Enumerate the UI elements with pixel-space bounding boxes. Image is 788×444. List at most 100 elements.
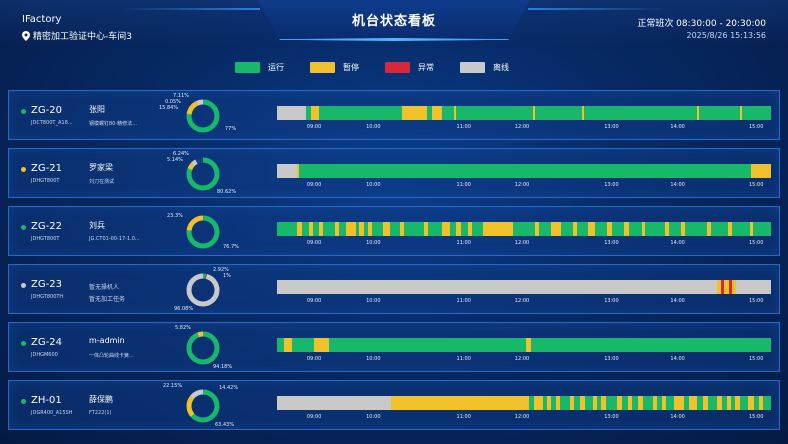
operator-name: m-admin bbox=[89, 336, 125, 345]
timeline-segment bbox=[731, 280, 736, 294]
percent-label: 5.82% bbox=[175, 325, 191, 331]
status-timeline[interactable] bbox=[277, 396, 771, 410]
donut-slice bbox=[186, 331, 220, 365]
timeline-segment bbox=[532, 106, 535, 120]
timeline-segment bbox=[645, 222, 666, 236]
time-tick-label: 14:00 bbox=[670, 414, 685, 420]
current-datetime: 2025/8/26 15:13:56 bbox=[686, 31, 767, 40]
timeline-segment bbox=[299, 164, 752, 178]
machine-name: ZG-23 bbox=[31, 279, 62, 290]
time-tick-label: 11:00 bbox=[456, 356, 471, 362]
timeline-segment bbox=[707, 222, 712, 236]
time-tick-label: 14:00 bbox=[670, 298, 685, 304]
machine-row[interactable]: ZH-01 JDGR400_A15SH 薛保鹏 FT222(1) 22.15% … bbox=[8, 380, 780, 430]
donut-slice bbox=[186, 273, 220, 307]
machine-model: JDHGT800T bbox=[31, 236, 60, 242]
percent-label: 6.24% bbox=[173, 151, 189, 157]
timeline-segment bbox=[681, 222, 686, 236]
timeline-segment bbox=[372, 222, 383, 236]
time-tick-label: 14:00 bbox=[670, 124, 685, 130]
timeline-segment bbox=[346, 222, 356, 236]
timeline-segment bbox=[322, 222, 335, 236]
time-tick-label: 10:00 bbox=[366, 182, 381, 188]
time-tick-label: 09:00 bbox=[306, 414, 322, 420]
percent-label: 2.92% bbox=[213, 267, 229, 273]
donut-slice bbox=[186, 389, 220, 423]
timeline-segment bbox=[338, 222, 347, 236]
timeline-segment bbox=[456, 106, 533, 120]
status-donut-chart bbox=[186, 157, 220, 191]
timeline-segment bbox=[607, 222, 613, 236]
status-timeline[interactable] bbox=[277, 222, 771, 236]
timeline-segment bbox=[707, 396, 717, 410]
timeline-segment bbox=[391, 396, 529, 410]
time-tick-label: 15:00 bbox=[748, 298, 764, 304]
timeline-segment bbox=[400, 222, 405, 236]
task-name: 暂无加工任务 bbox=[89, 296, 126, 303]
time-tick-label: 13:00 bbox=[604, 356, 619, 362]
status-timeline[interactable] bbox=[277, 106, 771, 120]
status-timeline[interactable] bbox=[277, 164, 771, 178]
timeline-segment bbox=[749, 222, 754, 236]
timeline-segment bbox=[723, 280, 730, 294]
machine-row[interactable]: ZG-23 JDHGT800TH 暂无操机人 暂无加工任务 2.92% 1% 9… bbox=[8, 264, 780, 314]
timeline-segment bbox=[628, 396, 633, 410]
legend-swatch-run bbox=[235, 61, 260, 73]
location[interactable]: 精密加工验证中心-车间3 bbox=[22, 29, 132, 42]
timeline-segment bbox=[585, 396, 593, 410]
donut-slice bbox=[186, 215, 220, 249]
timeline-segment bbox=[277, 338, 285, 352]
task-name: JG.CT01-00-17-1.0... bbox=[89, 236, 140, 242]
machine-name: ZG-21 bbox=[31, 163, 62, 174]
timeline-segment bbox=[441, 106, 454, 120]
timeline-segment bbox=[277, 396, 392, 410]
legend-swatch-abnormal bbox=[385, 61, 410, 73]
status-dot bbox=[21, 109, 26, 114]
timeline-segment bbox=[697, 106, 699, 120]
machine-name: ZG-24 bbox=[31, 337, 62, 348]
percent-label: 23.3% bbox=[167, 213, 183, 219]
timeline-segment bbox=[356, 222, 360, 236]
time-axis: 09:00 10:00 11:00 12:00 13:00 14:00 15:00 bbox=[277, 356, 771, 364]
timeline-segment bbox=[622, 396, 629, 410]
operator-name: 罗家梁 bbox=[89, 163, 113, 172]
timeline-segment bbox=[763, 396, 771, 410]
timeline-segment bbox=[550, 396, 556, 410]
timeline-segment bbox=[656, 396, 662, 410]
time-tick-label: 09:00 bbox=[306, 124, 322, 130]
timeline-segment bbox=[702, 396, 708, 410]
operator-name: 薛保鹏 bbox=[89, 395, 113, 404]
machine-row[interactable]: ZG-24 JDHGM600 m-admin 一体凸轮曲线卡簧... 5.82%… bbox=[8, 322, 780, 372]
timeline-segment bbox=[753, 222, 771, 236]
timeline-segment bbox=[666, 396, 674, 410]
legend-item-abnormal: 异常 bbox=[385, 60, 434, 74]
percent-label: 0.05% bbox=[165, 99, 181, 105]
machine-name: ZG-22 bbox=[31, 221, 62, 232]
legend-label-pause: 暂停 bbox=[343, 62, 359, 72]
header: 机台状态看板 IFactory 精密加工验证中心-车间3 正常班次 08:30:… bbox=[0, 0, 788, 48]
status-legend: 运行 暂停 异常 离线 bbox=[235, 60, 535, 74]
timeline-segment bbox=[642, 396, 653, 410]
time-tick-label: 11:00 bbox=[456, 182, 471, 188]
percent-label: 1% bbox=[223, 273, 231, 279]
time-tick-label: 09:00 bbox=[306, 356, 322, 362]
machine-row[interactable]: ZG-22 JDHGT800T 刘兵 JG.CT01-00-17-1.0... … bbox=[8, 206, 780, 256]
timeline-segment bbox=[455, 222, 461, 236]
timeline-segment bbox=[402, 106, 427, 120]
timeline-segment bbox=[306, 106, 312, 120]
timeline-segment bbox=[426, 106, 432, 120]
timeline-segment bbox=[308, 222, 313, 236]
status-timeline[interactable] bbox=[277, 338, 771, 352]
donut-slice bbox=[186, 99, 220, 133]
status-timeline[interactable] bbox=[277, 280, 771, 294]
timeline-segment bbox=[277, 280, 717, 294]
timeline-segment bbox=[652, 396, 657, 410]
timeline-segment bbox=[449, 222, 456, 236]
machine-row[interactable]: ZG-21 JDHGT800T 罗家梁 刘刀在测试 6.24% 5.14% 80… bbox=[8, 148, 780, 198]
task-name: 一体凸轮曲线卡簧... bbox=[89, 353, 134, 359]
title-plate bbox=[258, 0, 530, 40]
timeline-segment bbox=[698, 106, 741, 120]
timeline-segment bbox=[534, 222, 539, 236]
machine-row[interactable]: ZG-20 JDCT800T_A18... 张阳 钢模螺钉80-精修法... 7… bbox=[8, 90, 780, 140]
percent-label: 14.42% bbox=[219, 385, 239, 391]
